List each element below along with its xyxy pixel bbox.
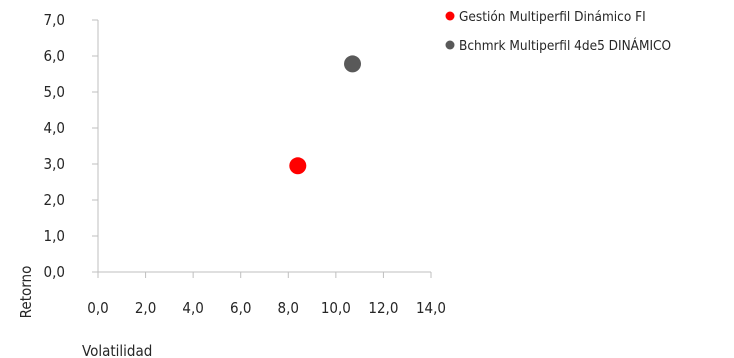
x-tick-label: 8,0 [278, 299, 299, 317]
x-tick-label: 14,0 [416, 299, 446, 317]
y-tick-label: 5,0 [44, 83, 65, 101]
y-tick-label: 2,0 [44, 191, 65, 209]
legend-label-benchmark: Bchmrk Multiperfil 4de5 DINÁMICO [459, 37, 671, 54]
x-tick-label: 2,0 [135, 299, 156, 317]
data-point-fund [289, 157, 307, 175]
data-point-benchmark [344, 55, 362, 73]
legend-label-fund: Gestión Multiperfil Dinámico FI [459, 9, 646, 25]
x-tick-label: 6,0 [230, 299, 251, 317]
x-tick-label: 10,0 [321, 299, 351, 317]
y-tick-label: 3,0 [44, 155, 65, 173]
data-points [289, 55, 362, 175]
y-tick-label: 0,0 [44, 263, 65, 281]
y-tick-label: 1,0 [44, 227, 65, 245]
y-tick-label: 6,0 [44, 47, 65, 65]
y-axis-label: Retorno [17, 266, 35, 319]
y-tick-label: 4,0 [44, 119, 65, 137]
legend: Gestión Multiperfil Dinámico FI Bchmrk M… [445, 9, 671, 54]
legend-marker-benchmark [445, 40, 455, 50]
y-tick-label: 7,0 [44, 11, 65, 29]
x-tick-label: 0,0 [87, 299, 108, 317]
x-tick-label: 4,0 [182, 299, 203, 317]
axes [97, 20, 431, 273]
y-tick-group: 0,0 1,0 2,0 3,0 4,0 5,0 6,0 7,0 [44, 11, 98, 281]
x-tick-group: 0,0 2,0 4,0 6,0 8,0 10,0 12,0 14,0 [87, 272, 446, 317]
x-axis-label: Volatilidad [82, 342, 152, 358]
legend-marker-fund [445, 11, 455, 21]
x-tick-label: 12,0 [368, 299, 398, 317]
